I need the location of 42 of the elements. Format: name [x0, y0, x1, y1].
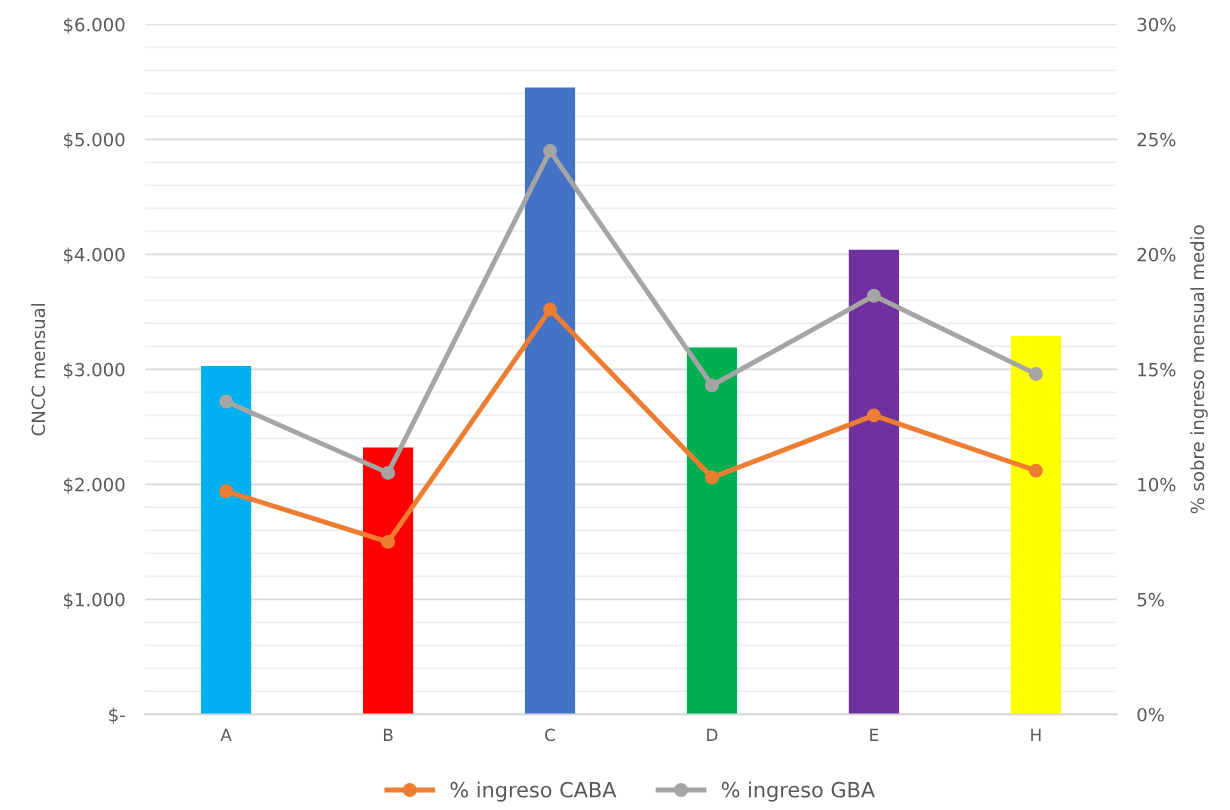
- legend-label: % ingreso CABA: [450, 781, 617, 802]
- y-tick-label: $2.000: [64, 477, 125, 494]
- point: [866, 288, 881, 303]
- legend-label: % ingreso GBA: [721, 781, 875, 802]
- bar: [201, 365, 252, 715]
- point: [219, 394, 234, 409]
- y2-tick-label: 15%: [1138, 362, 1176, 377]
- bar: [848, 249, 900, 715]
- y2-tick-label: 20%: [1137, 247, 1176, 262]
- y-tick-label: $1.000: [64, 592, 125, 609]
- x-tick-label: A: [220, 728, 232, 741]
- bar: [686, 347, 738, 715]
- point: [543, 143, 557, 158]
- y2-tick-label: 30%: [1137, 17, 1176, 32]
- bar: [524, 87, 576, 715]
- x-tick-label: E: [870, 728, 879, 741]
- point: [219, 484, 234, 499]
- x-tick-label: C: [545, 728, 555, 742]
- point: [1028, 367, 1043, 381]
- y2-tick-label: 25%: [1137, 132, 1176, 147]
- y-tick-label: $5.000: [64, 132, 125, 149]
- y-axis-title: CNCC mensual: [31, 303, 46, 436]
- y2-tick-label: 10%: [1138, 477, 1176, 492]
- bar: [1010, 336, 1061, 715]
- x-tick-label: B: [383, 728, 393, 741]
- y-tick-label: $-: [109, 707, 125, 724]
- y-tick-label: $4.000: [64, 247, 125, 264]
- point: [1028, 463, 1043, 478]
- y2-tick-label: 0%: [1137, 707, 1164, 722]
- point: [381, 534, 396, 549]
- y-tick-label: $3.000: [64, 362, 125, 379]
- y2-tick-label: 5%: [1137, 592, 1164, 607]
- x-tick-label: D: [707, 728, 718, 741]
- point: [866, 408, 881, 423]
- point: [705, 470, 719, 485]
- y-tick-label: $6.000: [64, 17, 125, 34]
- bar: [362, 447, 414, 715]
- y2-axis-title: % sobre ingreso mensual medio: [1190, 225, 1208, 514]
- point: [705, 378, 719, 393]
- x-tick-label: H: [1031, 728, 1041, 741]
- point: [543, 302, 557, 317]
- point: [381, 465, 396, 480]
